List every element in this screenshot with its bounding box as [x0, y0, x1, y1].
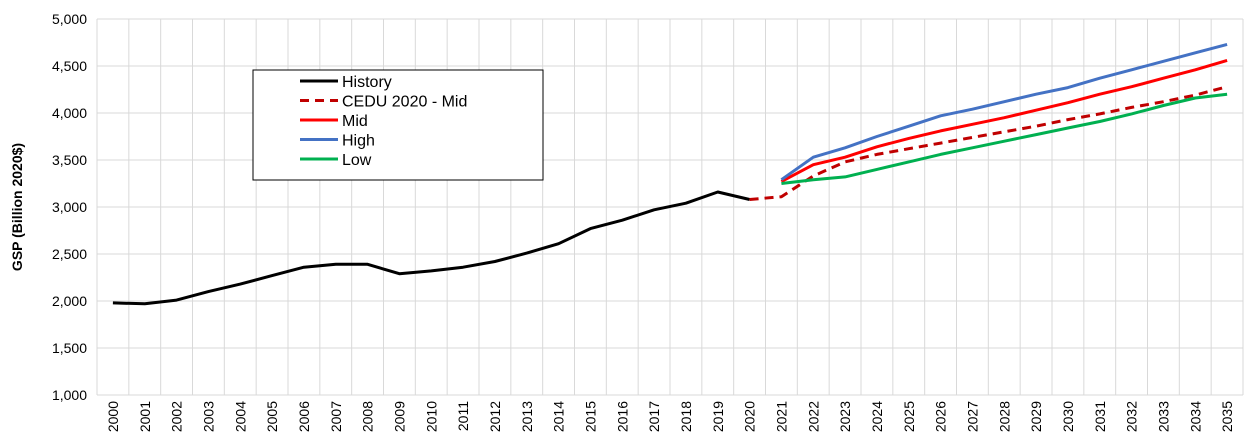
- x-tick-label: 2016: [614, 401, 630, 432]
- x-tick-label: 2015: [582, 401, 598, 432]
- x-tick-label: 2031: [1092, 401, 1108, 432]
- x-tick-label: 2002: [169, 401, 185, 432]
- x-tick-label: 2022: [805, 401, 821, 432]
- x-tick-label: 2013: [519, 401, 535, 432]
- legend-label: Low: [342, 152, 372, 169]
- legend: History CEDU 2020 - Mid Mid High Low: [252, 69, 544, 181]
- x-tick-label: 2028: [996, 401, 1012, 432]
- legend-label: High: [342, 133, 375, 150]
- series-line: [781, 92, 1228, 185]
- x-tick-label: 2034: [1187, 401, 1203, 432]
- x-tick-label: 2009: [391, 401, 407, 432]
- y-tick-label: 1,000: [52, 387, 87, 403]
- legend-label: History: [342, 74, 392, 91]
- x-tick-label: 2011: [455, 401, 471, 431]
- series-line: [749, 85, 1228, 201]
- x-tick-label: 2004: [232, 401, 248, 432]
- x-tick-label: 2007: [328, 401, 344, 432]
- x-tick-label: 2027: [964, 401, 980, 432]
- series-line: [780, 58, 1228, 183]
- legend-label: CEDU 2020 - Mid: [342, 94, 467, 111]
- y-axis-label: GSP (Billion 2020$): [9, 143, 25, 271]
- y-tick-label: 5,000: [52, 11, 87, 27]
- x-tick-label: 2017: [646, 401, 662, 432]
- y-tick-label: 4,500: [52, 58, 87, 74]
- x-tick-label: 2019: [710, 401, 726, 432]
- y-tick-label: 3,000: [52, 199, 87, 215]
- legend-box: [252, 69, 544, 181]
- x-tick-label: 2003: [200, 401, 216, 432]
- x-tick-label: 2024: [869, 401, 885, 432]
- x-tick-label: 2033: [1155, 401, 1171, 432]
- x-tick-label: 2025: [901, 401, 917, 432]
- x-tick-label: 2029: [1028, 401, 1044, 432]
- y-tick-label: 2,500: [52, 246, 87, 262]
- x-tick-label: 2030: [1060, 401, 1076, 432]
- x-tick-label: 2020: [742, 401, 758, 432]
- y-tick-label: 3,500: [52, 152, 87, 168]
- series-line: [112, 190, 750, 306]
- y-tick-label: 1,500: [52, 340, 87, 356]
- x-tick-label: 2008: [360, 401, 376, 432]
- x-tick-label: 2012: [487, 401, 503, 432]
- x-tick-label: 2006: [296, 401, 312, 432]
- y-tick-label: 2,000: [52, 293, 87, 309]
- y-tick-label: 4,000: [52, 105, 87, 121]
- x-tick-label: 2010: [423, 401, 439, 432]
- x-tick-label: 2032: [1124, 401, 1140, 432]
- x-tick-label: 2018: [678, 401, 694, 432]
- series-line: [780, 42, 1228, 181]
- x-tick-label: 2035: [1219, 401, 1235, 432]
- x-tick-label: 2001: [137, 401, 153, 432]
- x-tick-label: 2005: [264, 401, 280, 432]
- x-tick-label: 2023: [837, 401, 853, 432]
- x-tick-label: 2021: [773, 401, 789, 432]
- x-tick-label: 2026: [933, 401, 949, 432]
- legend-label: Mid: [342, 113, 368, 130]
- x-tick-label: 2014: [551, 401, 567, 432]
- x-tick-label: 2000: [105, 401, 121, 432]
